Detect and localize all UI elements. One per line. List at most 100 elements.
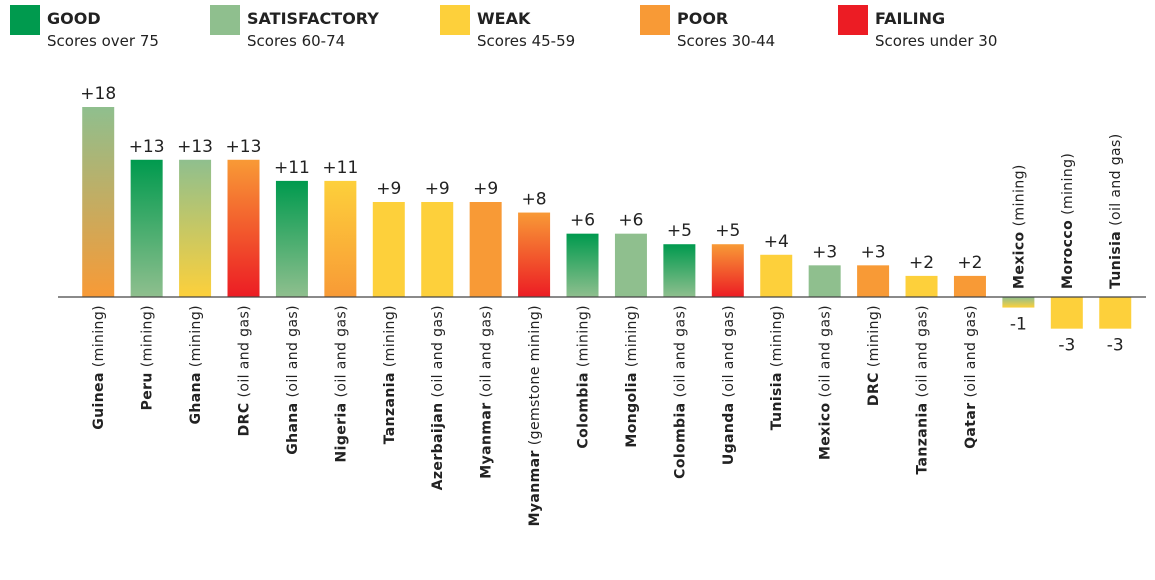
category-label: Tunisia (oil and gas): [1108, 133, 1124, 289]
category-label: Nigeria (oil and gas): [333, 305, 349, 462]
bar: [663, 244, 696, 297]
category-sector: (mining): [866, 305, 882, 367]
category-label: Azerbaijan (oil and gas): [430, 305, 446, 490]
value-label: +2: [909, 253, 934, 273]
category-label: Colombia (mining): [576, 305, 592, 449]
category-sector: (mining): [188, 305, 204, 367]
bar: [275, 180, 308, 297]
value-label: +6: [618, 211, 643, 231]
bar: [614, 233, 647, 297]
legend-swatch: [640, 5, 670, 35]
value-label: +18: [80, 84, 116, 104]
legend-name: WEAK: [477, 9, 531, 28]
category-country: Azerbaijan: [430, 402, 446, 490]
category-sector: (oil and gas): [721, 305, 737, 397]
legend-name: FAILING: [875, 9, 945, 28]
bar: [905, 275, 938, 297]
bar: [711, 244, 744, 297]
legend-description: Scores 60-74: [247, 32, 345, 50]
category-sector: (oil and gas): [333, 305, 349, 397]
category-sector: (mining): [1011, 164, 1027, 226]
category-country: Tunisia: [1108, 231, 1124, 289]
category-country: Tunisia: [769, 372, 785, 430]
value-label: +9: [425, 179, 450, 199]
value-label: +3: [812, 242, 837, 262]
category-sector: (gemstone mining): [527, 305, 543, 445]
category-label: Myanmar (gemstone mining): [527, 305, 543, 526]
legend-swatch: [838, 5, 868, 35]
bar: [518, 212, 551, 297]
category-sector: (mining): [576, 305, 592, 367]
category-country: Colombia: [672, 402, 688, 478]
bar: [857, 265, 890, 297]
category-label: Colombia (oil and gas): [672, 305, 688, 479]
value-label: +11: [322, 158, 358, 178]
category-label: Tanzania (mining): [382, 305, 398, 444]
category-label: Peru (mining): [140, 305, 156, 410]
category-sector: (mining): [1060, 153, 1076, 215]
category-sector: (oil and gas): [479, 305, 495, 397]
value-label: +2: [957, 253, 982, 273]
category-country: Myanmar: [527, 450, 543, 526]
value-label: +11: [274, 158, 310, 178]
category-label: DRC (oil and gas): [237, 305, 253, 436]
value-label: +9: [376, 179, 401, 199]
category-sector: (oil and gas): [430, 305, 446, 397]
value-label: +6: [570, 211, 595, 231]
category-sector: (mining): [624, 305, 640, 367]
bar: [324, 180, 357, 297]
bar: [421, 202, 454, 297]
legend-swatch: [210, 5, 240, 35]
category-label: Tanzania (oil and gas): [915, 305, 931, 475]
value-label: -3: [1107, 336, 1124, 356]
category-label: Ghana (oil and gas): [285, 305, 301, 455]
category-country: Peru: [140, 372, 156, 410]
bar: [469, 202, 502, 297]
category-country: Colombia: [576, 372, 592, 448]
category-sector: (oil and gas): [915, 305, 931, 397]
category-sector: (oil and gas): [285, 305, 301, 397]
category-label: Ghana (mining): [188, 305, 204, 425]
value-label: +5: [667, 221, 692, 241]
category-sector: (mining): [382, 305, 398, 367]
category-label: Mexico (mining): [1011, 164, 1027, 289]
legend-name: GOOD: [47, 9, 101, 28]
category-label: Guinea (mining): [91, 305, 107, 430]
value-label: +5: [715, 221, 740, 241]
category-label: Mongolia (mining): [624, 305, 640, 448]
category-sector: (oil and gas): [237, 305, 253, 397]
bar: [1099, 297, 1132, 329]
category-country: Nigeria: [333, 402, 349, 462]
bar: [1050, 297, 1083, 329]
category-country: Guinea: [91, 372, 107, 430]
value-label: -1: [1010, 315, 1027, 335]
category-country: Morocco: [1060, 220, 1076, 289]
value-label: +13: [226, 137, 262, 157]
legend-name: SATISFACTORY: [247, 9, 379, 28]
bar: [179, 159, 212, 297]
bar: [760, 254, 793, 297]
bar: [82, 107, 115, 297]
category-country: Uganda: [721, 402, 737, 465]
legend-swatch: [10, 5, 40, 35]
category-country: Tanzania: [915, 402, 931, 474]
value-label: +13: [129, 137, 165, 157]
legend-description: Scores under 30: [875, 32, 997, 50]
value-label: +8: [522, 190, 547, 210]
category-label: Mexico (oil and gas): [818, 305, 834, 460]
legend-description: Scores 30-44: [677, 32, 775, 50]
bar: [1002, 297, 1035, 308]
category-sector: (oil and gas): [672, 305, 688, 397]
category-country: Ghana: [188, 372, 204, 424]
bar: [227, 159, 260, 297]
category-country: Qatar: [963, 402, 979, 448]
category-country: Ghana: [285, 402, 301, 454]
legend-description: Scores over 75: [47, 32, 159, 50]
legend-swatch: [440, 5, 470, 35]
category-sector: (mining): [140, 305, 156, 367]
category-label: Qatar (oil and gas): [963, 305, 979, 449]
legend-description: Scores 45-59: [477, 32, 575, 50]
category-country: DRC: [866, 372, 882, 406]
category-country: DRC: [237, 402, 253, 436]
